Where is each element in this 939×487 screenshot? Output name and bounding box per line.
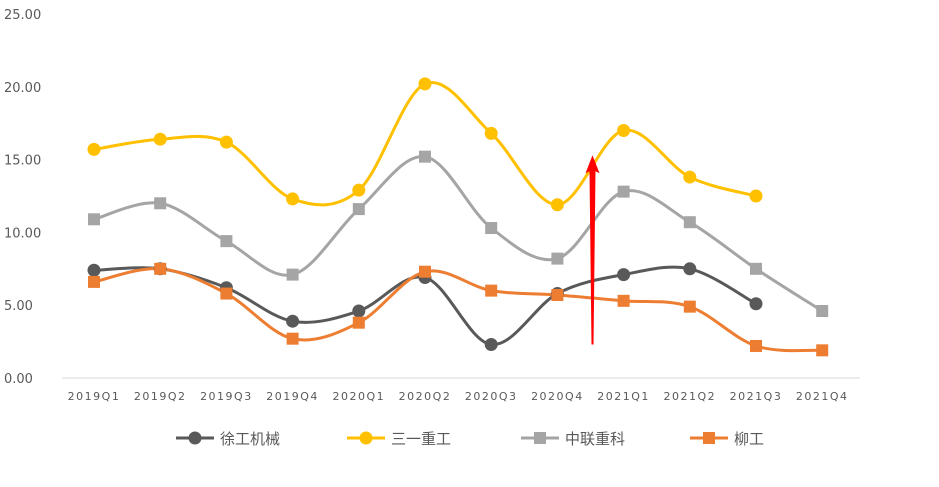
series-line-1 — [92, 80, 758, 207]
y-tick-label: 20.00 — [4, 81, 41, 96]
series-markers — [87, 77, 829, 357]
y-tick-label: 0.00 — [4, 372, 33, 387]
y-axis-ticks: 0.00 5.00 10.00 15.00 20.00 25.00 — [4, 8, 41, 387]
data-point — [154, 262, 167, 275]
x-tick-label: 2021Q1 — [597, 390, 650, 403]
data-point — [352, 316, 365, 329]
series-lines — [92, 80, 824, 353]
data-point — [551, 289, 564, 302]
data-point — [286, 268, 299, 281]
x-tick-label: 2019Q2 — [134, 390, 187, 403]
series-line-2 — [92, 155, 824, 313]
data-point — [484, 126, 498, 140]
data-point — [286, 314, 300, 328]
data-point — [683, 216, 696, 229]
x-tick-label: 2020Q2 — [399, 390, 452, 403]
legend-marker — [534, 432, 546, 444]
data-point — [88, 275, 100, 288]
data-point — [154, 197, 167, 210]
data-point — [219, 135, 233, 149]
data-point — [749, 297, 763, 311]
x-tick-label: 2021Q2 — [663, 390, 716, 403]
data-point — [153, 132, 167, 146]
data-point — [220, 287, 233, 300]
red-arrow — [585, 155, 600, 345]
legend-marker — [703, 432, 715, 444]
x-tick-label: 2021Q4 — [796, 390, 849, 403]
x-tick-label: 2019Q3 — [200, 390, 253, 403]
data-point — [683, 300, 696, 313]
data-point — [87, 263, 101, 277]
data-point — [286, 332, 299, 345]
data-point — [87, 142, 101, 156]
data-point — [816, 344, 829, 357]
data-point — [750, 262, 762, 275]
data-point — [551, 252, 564, 265]
data-point — [220, 235, 233, 248]
data-point — [286, 192, 300, 206]
x-tick-label: 2020Q1 — [332, 390, 385, 403]
x-tick-label: 2020Q4 — [531, 390, 584, 403]
data-point — [683, 262, 697, 276]
legend-label: 三一重工 — [391, 430, 451, 448]
x-axis-ticks: 2019Q1 2019Q2 2019Q3 2019Q4 2020Q1 2020Q2 2020… — [68, 390, 849, 403]
data-point — [418, 77, 432, 91]
x-tick-label: 2019Q1 — [68, 390, 121, 403]
legend-label: 柳工 — [734, 430, 764, 448]
legend-marker — [359, 431, 373, 445]
y-tick-label: 5.00 — [4, 299, 33, 314]
data-point — [419, 265, 431, 278]
legend-label: 中联重科 — [565, 430, 625, 448]
data-point — [816, 305, 829, 318]
legend: 徐工机械 三一重工 中联重科 柳工 — [176, 430, 764, 448]
x-tick-label: 2021Q3 — [730, 390, 783, 403]
legend-label: 徐工机械 — [220, 430, 280, 448]
data-point — [352, 203, 365, 216]
data-point — [750, 339, 762, 352]
data-point — [419, 150, 431, 163]
data-point — [352, 304, 366, 318]
y-tick-label: 10.00 — [4, 226, 41, 241]
data-point — [617, 268, 631, 282]
data-point — [683, 170, 697, 184]
data-point — [617, 185, 630, 198]
y-tick-label: 25.00 — [4, 8, 41, 23]
x-tick-label: 2020Q3 — [465, 390, 518, 403]
data-point — [749, 189, 763, 203]
data-point — [484, 338, 498, 352]
data-point — [485, 222, 498, 235]
x-tick-label: 2019Q4 — [266, 390, 319, 403]
data-point — [352, 183, 366, 197]
data-point — [88, 213, 100, 226]
data-point — [485, 284, 498, 297]
legend-marker — [188, 431, 202, 445]
data-point — [617, 294, 630, 307]
arrow-annotation — [585, 155, 600, 345]
y-tick-label: 15.00 — [4, 154, 41, 169]
data-point — [550, 198, 564, 212]
data-point — [617, 123, 631, 137]
